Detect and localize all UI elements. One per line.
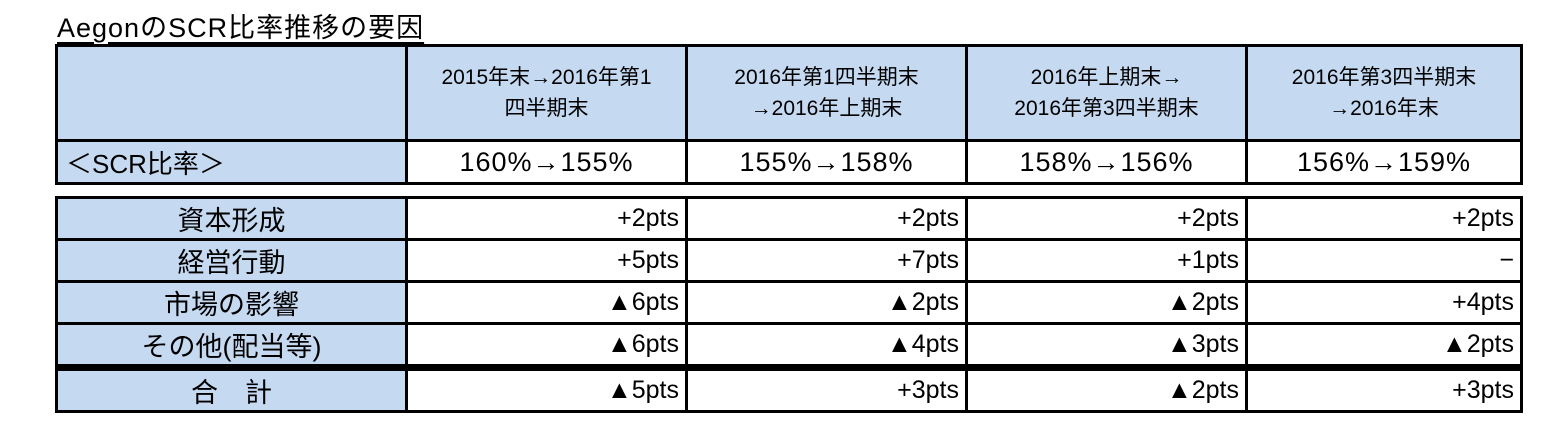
scr-ratio-table: 2015年末→2016年第1 四半期末 2016年第1四半期末 →2016年上期… (55, 44, 1523, 185)
table-header-row: 2015年末→2016年第1 四半期末 2016年第1四半期末 →2016年上期… (55, 44, 1523, 142)
factor-value: ▲6pts (405, 280, 688, 325)
scr-ratio-value-3: 158%→156% (965, 139, 1248, 185)
factor-row-management-actions: 経営行動 +5pts +7pts +1pts − (55, 238, 1523, 283)
factor-value: − (1245, 238, 1523, 283)
factor-row-label: 資本形成 (55, 196, 408, 241)
factor-value: +2pts (965, 196, 1248, 241)
factor-row-market-impact: 市場の影響 ▲6pts ▲2pts ▲2pts +4pts (55, 280, 1523, 325)
factor-row-capital-formation: 資本形成 +2pts +2pts +2pts +2pts (55, 196, 1523, 241)
factor-value: +3pts (1245, 364, 1523, 413)
factor-value: +1pts (965, 238, 1248, 283)
scr-ratio-value-2: 155%→158% (685, 139, 968, 185)
factor-value: ▲4pts (685, 322, 968, 369)
scr-ratio-value-1: 160%→155% (405, 139, 688, 185)
factor-value: +2pts (685, 196, 968, 241)
factor-row-other-dividends: その他(配当等) ▲6pts ▲4pts ▲3pts ▲2pts (55, 322, 1523, 369)
factor-value: ▲2pts (685, 280, 968, 325)
factor-value: +3pts (685, 364, 968, 413)
factor-value: ▲6pts (405, 322, 688, 369)
scr-ratio-row-label: ＜SCR比率＞ (55, 139, 408, 185)
scr-ratio-value-4: 156%→159% (1245, 139, 1523, 185)
factor-row-label: その他(配当等) (55, 322, 408, 369)
column-header-period-4: 2016年第3四半期末 →2016年末 (1245, 44, 1523, 142)
factor-value: +2pts (1245, 196, 1523, 241)
column-header-period-2: 2016年第1四半期末 →2016年上期末 (685, 44, 968, 142)
scr-ratio-row: ＜SCR比率＞ 160%→155% 155%→158% 158%→156% 15… (55, 139, 1523, 185)
column-header-period-1: 2015年末→2016年第1 四半期末 (405, 44, 688, 142)
factor-value: +5pts (405, 238, 688, 283)
factor-value: ▲2pts (965, 280, 1248, 325)
factor-value: ▲3pts (965, 322, 1248, 369)
factors-table: 資本形成 +2pts +2pts +2pts +2pts 経営行動 +5pts … (55, 196, 1523, 413)
factor-value: ▲5pts (405, 364, 688, 413)
factor-value: +7pts (685, 238, 968, 283)
factor-value: +2pts (405, 196, 688, 241)
factor-row-label: 合 計 (55, 364, 408, 413)
factor-value: ▲2pts (965, 364, 1248, 413)
factor-row-label: 市場の影響 (55, 280, 408, 325)
column-header-period-3: 2016年上期末→ 2016年第3四半期末 (965, 44, 1248, 142)
corner-cell (55, 44, 408, 142)
factor-value: +4pts (1245, 280, 1523, 325)
factor-row-total: 合 計 ▲5pts +3pts ▲2pts +3pts (55, 364, 1523, 413)
factor-value: ▲2pts (1245, 322, 1523, 369)
page-title: AegonのSCR比率推移の要因 (57, 13, 425, 43)
factor-row-label: 経営行動 (55, 238, 408, 283)
